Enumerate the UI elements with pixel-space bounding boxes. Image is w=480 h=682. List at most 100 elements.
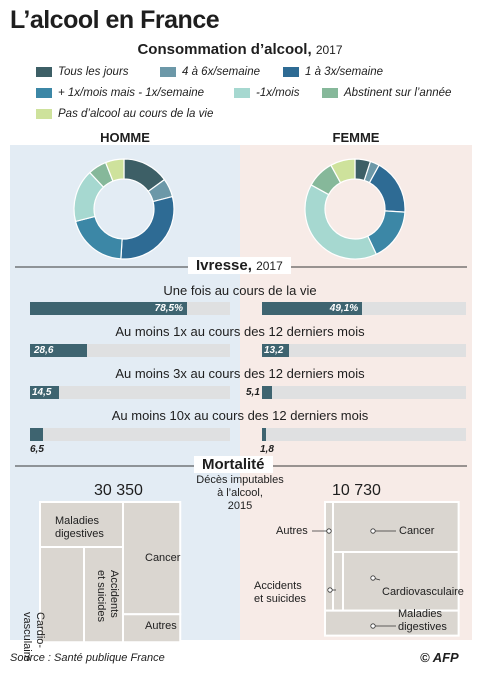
ivresse-title: Ivresse, 2017 [188, 257, 291, 274]
bar-value-label: 5,1 [246, 387, 260, 398]
legend-item: Pas d’alcool au cours de la vie [36, 108, 213, 120]
bar-value-label: 28,6 [34, 345, 54, 356]
bar-value-label: 49,1% [329, 303, 359, 314]
legend-label: 1 à 3x/semaine [305, 66, 383, 78]
mortalite-subtitle-line: à l’alcool, [217, 487, 263, 499]
leader-dot [326, 528, 332, 534]
leader-dot [370, 528, 376, 534]
treemap-femme [312, 501, 460, 637]
treemap-cell-maladies-f [324, 609, 460, 637]
ivresse-category-label: Au moins 1x au cours des 12 derniers moi… [115, 324, 365, 339]
mortalite-subtitle: Décès imputables à l’alcool, 2015 [0, 474, 480, 513]
treemap-label-accidents: Accidents et suicides [94, 570, 120, 640]
legend-swatch [234, 88, 250, 98]
label-line: Cardio- [34, 612, 46, 649]
ivresse-category-label: Au moins 3x au cours des 12 derniers moi… [115, 366, 365, 381]
label-line: et suicides [254, 593, 306, 605]
mortalite-subtitle-line: Décès imputables [196, 474, 284, 486]
homme-total: 30 350 [94, 482, 143, 499]
bar-femme [262, 344, 289, 357]
ivresse-year: 2017 [256, 259, 283, 273]
treemap-cell-cardio [39, 546, 85, 644]
treemap-label-autres: Autres [145, 620, 177, 632]
bar-homme [30, 428, 43, 441]
femme-label-accidents: Accidents et suicides [254, 580, 306, 606]
bar-value-label: 14,5 [32, 387, 52, 398]
bar-value-label: 78,5% [154, 303, 183, 314]
bar-track [262, 386, 466, 399]
treemap-label-cancer: Cancer [145, 552, 181, 564]
legend-swatch [36, 88, 52, 98]
label-line: digestives [398, 621, 447, 633]
femme-label-autres: Autres [276, 525, 308, 537]
source-note: Source : Santé publique France [10, 652, 165, 664]
donut-slice [304, 184, 378, 260]
legend-label: Abstinent sur l’année [344, 87, 452, 99]
bar-value-label: 13,2 [264, 345, 284, 356]
donut-slice [330, 158, 356, 184]
bar-femme [262, 386, 273, 399]
treemap-cell-accidents-f [332, 551, 344, 612]
panel-label-femme: FEMME [332, 130, 380, 145]
legend-item: Abstinent sur l’année [322, 87, 451, 99]
leader-dot [370, 575, 376, 581]
legend-item: 4 à 6x/semaine [160, 66, 260, 78]
legend-item: -1x/mois [234, 87, 299, 99]
donut-homme [73, 158, 175, 260]
panel-label-homme: HOMME [100, 130, 150, 145]
bar-track [30, 386, 230, 399]
donut-femme [304, 158, 406, 260]
label-line: Maladies [55, 515, 100, 527]
femme-total: 10 730 [332, 482, 381, 499]
afp-credit: © AFP [420, 650, 459, 665]
label-line: Accidents [254, 580, 302, 592]
bar-femme [262, 428, 266, 441]
treemap-cell-autres [122, 613, 182, 644]
femme-label-maladies: Maladies digestives [398, 608, 447, 634]
consumption-title: Consommation d’alcool, 2017 [0, 41, 480, 58]
mortalite-subtitle-line: 2015 [227, 500, 253, 512]
page-title: L’alcool en France [10, 6, 220, 34]
treemap-label-maladies: Maladies digestives [55, 515, 104, 541]
legend-item: Tous les jours [36, 66, 129, 78]
ivresse-title-text: Ivresse, [196, 257, 252, 274]
label-line: vasculaire [21, 612, 33, 662]
label-line: Maladies [398, 608, 443, 620]
bar-value-label: 6,5 [30, 444, 44, 455]
legend-swatch [160, 67, 176, 77]
legend-label: + 1x/mois mais - 1x/semaine [58, 87, 205, 99]
mortalite-title: Mortalité [194, 456, 273, 473]
donut-slice [74, 215, 123, 260]
donut-slice [120, 195, 175, 260]
legend-swatch [283, 67, 299, 77]
bar-value-label: 1,8 [260, 444, 274, 455]
treemap-cell-cardio-f [342, 551, 460, 612]
legend-swatch [36, 67, 52, 77]
legend-label: -1x/mois [256, 87, 300, 99]
treemap-label-cardio: Cardio- vasculaire [20, 612, 46, 682]
bar-track [30, 428, 230, 441]
leader-dot [370, 623, 376, 629]
treemap-cell-accidents [83, 546, 124, 644]
donut-slice [104, 158, 125, 182]
legend-item: 1 à 3x/semaine [283, 66, 383, 78]
treemap-cell-autres-f [324, 501, 334, 612]
legend-item: + 1x/mois mais - 1x/semaine [36, 87, 204, 99]
femme-label-cardio: Cardiovasculaire [382, 586, 464, 598]
donut-slice [368, 164, 406, 213]
ivresse-category-label: Une fois au cours de la vie [163, 283, 317, 298]
label-line: digestives [55, 528, 104, 540]
bar-homme [30, 302, 187, 315]
legend-swatch [322, 88, 338, 98]
bar-homme [30, 386, 59, 399]
treemap-homme [39, 501, 182, 644]
bar-track [262, 344, 466, 357]
bar-femme [262, 302, 363, 315]
legend-label: Pas d’alcool au cours de la vie [58, 108, 214, 120]
legend-swatch [36, 109, 52, 119]
ivresse-category-label: Au moins 10x au cours des 12 derniers mo… [111, 408, 369, 423]
label-line: Accidents [108, 570, 120, 618]
bar-homme [30, 344, 88, 357]
label-line: et suicides [95, 570, 107, 622]
